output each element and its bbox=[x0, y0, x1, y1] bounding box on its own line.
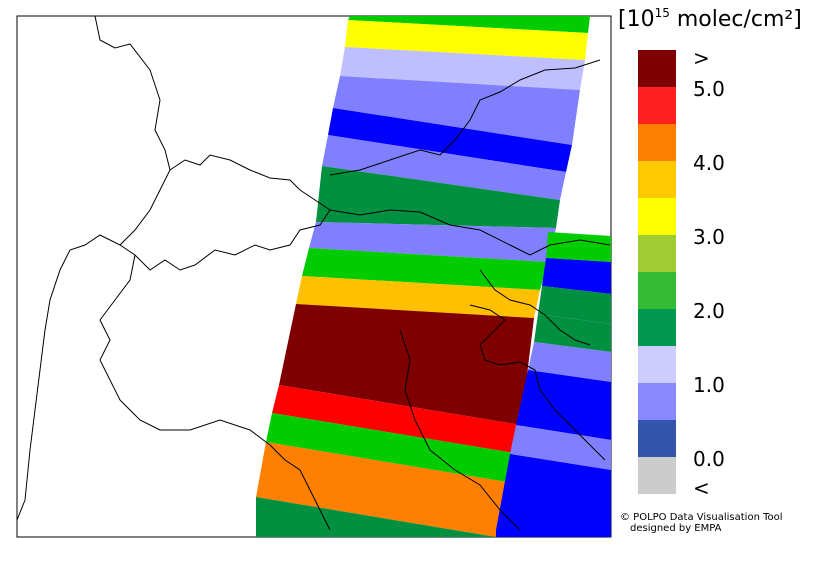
legend-swatch bbox=[638, 161, 676, 198]
swath-band bbox=[302, 248, 548, 290]
legend-label-4: 4.0 bbox=[693, 151, 725, 175]
swath-band bbox=[272, 385, 521, 453]
legend-swatch bbox=[638, 309, 676, 346]
credit-line-1: © POLPO Data Visualisation Tool bbox=[620, 512, 783, 523]
swath-band bbox=[546, 232, 611, 262]
coast-adriatic bbox=[469, 304, 606, 461]
satellite-swath-main bbox=[256, 16, 590, 537]
legend-label-5: 5.0 bbox=[693, 77, 725, 101]
legend-label-2: 2.0 bbox=[693, 299, 725, 323]
swath-band bbox=[266, 413, 514, 482]
border-austria bbox=[329, 59, 601, 176]
border-switzerland bbox=[119, 154, 331, 271]
coast-ligurian bbox=[269, 444, 331, 531]
unit-suffix: molec/cm²] bbox=[669, 7, 802, 32]
legend-swatch bbox=[638, 420, 676, 457]
swath-band bbox=[542, 258, 611, 294]
legend-swatch bbox=[638, 50, 676, 87]
swath-band bbox=[348, 16, 590, 33]
swath-band bbox=[279, 304, 534, 425]
swath-band bbox=[538, 286, 611, 324]
swath-band bbox=[340, 47, 585, 90]
color-legend bbox=[638, 50, 676, 494]
border-slovenia bbox=[479, 269, 591, 346]
swath-band bbox=[256, 497, 496, 537]
legend-unit-title: [1015 molec/cm²] bbox=[618, 6, 802, 32]
legend-top-marker: > bbox=[693, 46, 710, 70]
legend-swatch bbox=[638, 235, 676, 272]
legend-swatch bbox=[638, 87, 676, 124]
country-borders bbox=[16, 15, 611, 531]
legend-swatch bbox=[638, 383, 676, 420]
unit-prefix: [10 bbox=[618, 7, 655, 32]
legend-label-1: 1.0 bbox=[693, 373, 725, 397]
swath-band bbox=[328, 108, 572, 172]
border-austria-south bbox=[329, 209, 611, 256]
border-italy-west bbox=[99, 254, 271, 446]
swath-band bbox=[333, 76, 580, 145]
unit-exponent: 15 bbox=[654, 6, 670, 20]
satellite-swath-east bbox=[496, 232, 611, 537]
legend-bottom-marker: < bbox=[693, 476, 710, 500]
swath-band bbox=[256, 442, 507, 537]
swath-band bbox=[345, 20, 588, 60]
swath-band bbox=[496, 454, 611, 537]
credit-text: © POLPO Data Visualisation Tool designed… bbox=[620, 512, 783, 534]
legend-swatch bbox=[638, 457, 676, 494]
legend-swatch bbox=[638, 124, 676, 161]
border-france-west bbox=[16, 15, 171, 521]
legend-label-0: 0.0 bbox=[693, 447, 725, 471]
swath-band bbox=[309, 222, 556, 262]
legend-swatch bbox=[638, 272, 676, 309]
coast-italy-east bbox=[399, 329, 521, 531]
swath-band bbox=[528, 342, 611, 382]
credit-line-2: designed by EMPA bbox=[630, 523, 722, 534]
legend-swatch bbox=[638, 346, 676, 383]
legend-label-3: 3.0 bbox=[693, 225, 725, 249]
swath-band bbox=[322, 135, 566, 200]
swath-band bbox=[510, 425, 611, 470]
legend-swatch bbox=[638, 198, 676, 235]
